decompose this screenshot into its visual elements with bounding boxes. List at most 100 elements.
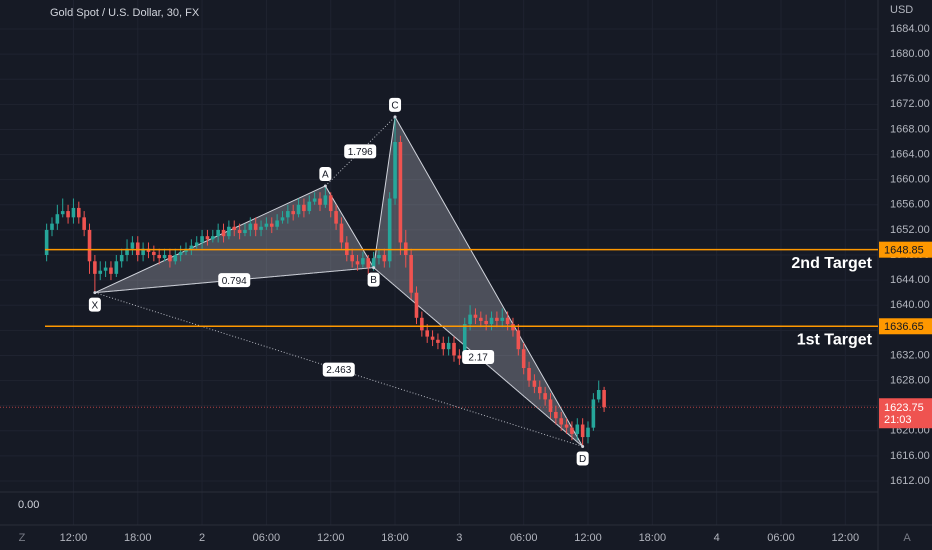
candle-body bbox=[414, 292, 419, 318]
candle-body bbox=[328, 195, 333, 212]
candle-body bbox=[87, 229, 92, 262]
candle-body bbox=[495, 317, 499, 321]
candle-body bbox=[248, 223, 253, 230]
candle-body bbox=[210, 236, 215, 240]
scale-button[interactable]: Z bbox=[19, 532, 26, 544]
x-tick-label: 06:00 bbox=[510, 532, 538, 544]
countdown: 21:03 bbox=[884, 414, 912, 426]
candle-body bbox=[484, 320, 488, 325]
candle-body bbox=[71, 207, 76, 218]
candle-body bbox=[221, 229, 226, 237]
ratio-label: 1.796 bbox=[348, 147, 373, 158]
point-box bbox=[88, 297, 101, 312]
point-label: D bbox=[579, 454, 586, 465]
candle-body bbox=[382, 255, 387, 262]
candle-body bbox=[393, 142, 397, 199]
candle-body bbox=[237, 229, 242, 234]
x-tick-label: 18:00 bbox=[381, 532, 409, 544]
candle-body bbox=[312, 198, 317, 202]
candle-body bbox=[548, 399, 553, 412]
candle-body bbox=[323, 195, 328, 205]
y-tick-label: 1640.00 bbox=[890, 299, 930, 311]
candle-body bbox=[409, 255, 413, 293]
y-tick-label: 1672.00 bbox=[890, 98, 930, 110]
point-label: B bbox=[370, 275, 377, 286]
y-tick-label: 1616.00 bbox=[890, 450, 930, 462]
candle-body bbox=[232, 226, 237, 230]
candle-body bbox=[511, 324, 515, 331]
chart-title: Gold Spot / U.S. Dollar, 30, FX bbox=[50, 7, 200, 19]
x-tick-label: 18:00 bbox=[124, 532, 152, 544]
candle-body bbox=[527, 368, 531, 381]
candle-body bbox=[398, 142, 403, 243]
point-box bbox=[367, 272, 380, 287]
ratio-box bbox=[218, 273, 251, 288]
price-tag bbox=[879, 241, 932, 258]
candle-body bbox=[554, 411, 558, 419]
candle-body bbox=[141, 248, 145, 256]
candle-body bbox=[66, 211, 70, 218]
candle-body bbox=[452, 342, 456, 356]
x-tick-label: 12:00 bbox=[832, 532, 860, 544]
x-tick-label: 2 bbox=[199, 532, 205, 544]
candle-body bbox=[591, 399, 596, 428]
candle-body bbox=[216, 229, 220, 237]
ratio-label: 2.17 bbox=[468, 353, 488, 364]
pattern-point bbox=[393, 115, 397, 119]
candle-body bbox=[50, 223, 54, 230]
x-tick-label: 12:00 bbox=[317, 532, 345, 544]
x-tick-label: 06:00 bbox=[253, 532, 281, 544]
x-tick-label: 18:00 bbox=[639, 532, 667, 544]
candle-body bbox=[430, 336, 435, 340]
y-tick-label: 1656.00 bbox=[890, 199, 930, 211]
candle-body bbox=[109, 267, 113, 274]
candle-body bbox=[596, 389, 601, 400]
candle-body bbox=[264, 223, 269, 227]
candle-body bbox=[130, 242, 135, 249]
candle-body bbox=[280, 217, 285, 221]
candle-body bbox=[334, 211, 338, 224]
candle-body bbox=[350, 255, 354, 262]
candle-body bbox=[114, 261, 119, 274]
pattern-point bbox=[372, 266, 376, 270]
price-tag-label: 1648.85 bbox=[884, 245, 924, 257]
candle-body bbox=[82, 217, 86, 230]
ratio-box bbox=[322, 362, 355, 377]
candle-body bbox=[564, 424, 569, 428]
candle-body bbox=[189, 245, 194, 249]
y-tick-label: 1628.00 bbox=[890, 374, 930, 386]
y-tick-label: 1676.00 bbox=[890, 73, 930, 85]
y-tick-label: 1644.00 bbox=[890, 274, 930, 286]
point-label: C bbox=[391, 101, 398, 112]
candle-body bbox=[98, 270, 103, 274]
x-tick-label: 3 bbox=[456, 532, 462, 544]
y-tick-label: 1680.00 bbox=[890, 48, 930, 60]
point-box bbox=[319, 166, 332, 181]
candle-body bbox=[521, 349, 526, 369]
candle-body bbox=[200, 236, 204, 243]
candle-body bbox=[259, 226, 263, 230]
point-box bbox=[576, 451, 589, 466]
candle-body bbox=[586, 427, 590, 438]
candle-body bbox=[76, 207, 81, 218]
x-tick-label: 4 bbox=[714, 532, 720, 544]
candle-body bbox=[403, 242, 408, 256]
ratio-label: 2.463 bbox=[326, 365, 351, 376]
candle-body bbox=[345, 242, 349, 256]
point-label: A bbox=[322, 170, 329, 181]
pattern-point bbox=[93, 291, 97, 295]
candle-body bbox=[93, 261, 97, 274]
candle-body bbox=[532, 380, 537, 387]
candle-body bbox=[457, 355, 462, 359]
x-tick-label: 12:00 bbox=[60, 532, 88, 544]
candle-body bbox=[361, 258, 365, 265]
candle-body bbox=[473, 314, 478, 318]
scale-button[interactable]: A bbox=[903, 532, 911, 544]
candle-body bbox=[243, 229, 247, 234]
candle-body bbox=[602, 389, 606, 408]
ratio-line bbox=[373, 267, 583, 447]
last-price-label: 1623.75 bbox=[884, 402, 924, 414]
candle-body bbox=[296, 204, 301, 215]
candle-body bbox=[286, 211, 290, 218]
plot: 0.794 1.796 2.17 2.463 X A B C D bbox=[44, 97, 606, 466]
